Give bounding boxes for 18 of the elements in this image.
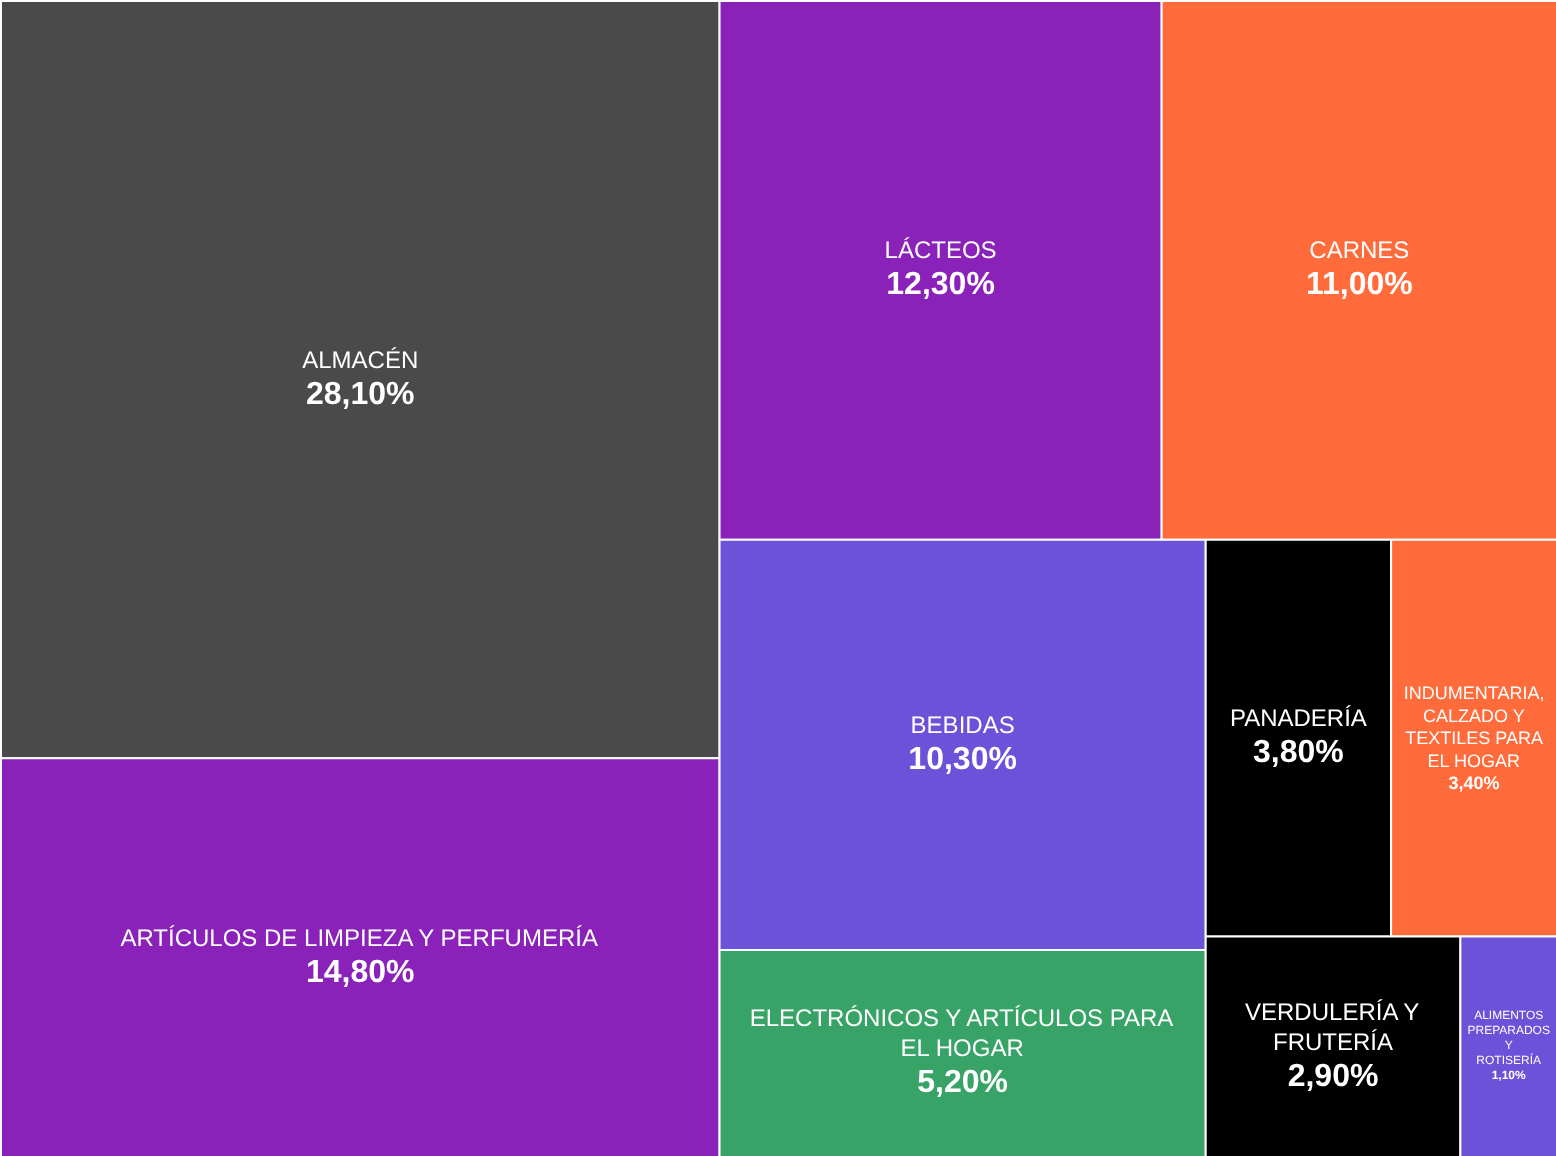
data-label: 12,30%	[886, 268, 995, 303]
data-label: 11,00%	[1305, 268, 1413, 303]
data-label: 3,80%	[1253, 736, 1344, 771]
data-label: 5,20%	[917, 1066, 1009, 1101]
data-label: 14,80%	[306, 955, 415, 990]
category-label: INDUMENTARIA, CALZADO Y TEXTILES PARA EL HOGAR	[1403, 683, 1545, 771]
category-label: LÁCTEOS	[884, 236, 997, 265]
category-label: PANADERÍA	[1229, 704, 1367, 733]
data-label: 28,10%	[306, 377, 415, 412]
category-label: ARTÍCULOS DE LIMPIEZA Y PERFUMERÍA	[120, 923, 598, 952]
data-label: 10,30%	[908, 742, 1017, 777]
data-label: 3,40%	[1448, 773, 1500, 794]
data-label: 2,90%	[1287, 1059, 1379, 1094]
category-label: ALMACÉN	[302, 345, 419, 374]
category-label: BEBIDAS	[910, 710, 1015, 739]
category-label: ELECTRÓNICOS Y ARTÍCULOS PARA EL HOGAR	[749, 1004, 1174, 1063]
category-label: VERDULERÍA Y FRUTERÍA	[1245, 997, 1420, 1056]
category-label: CARNES	[1309, 236, 1410, 265]
